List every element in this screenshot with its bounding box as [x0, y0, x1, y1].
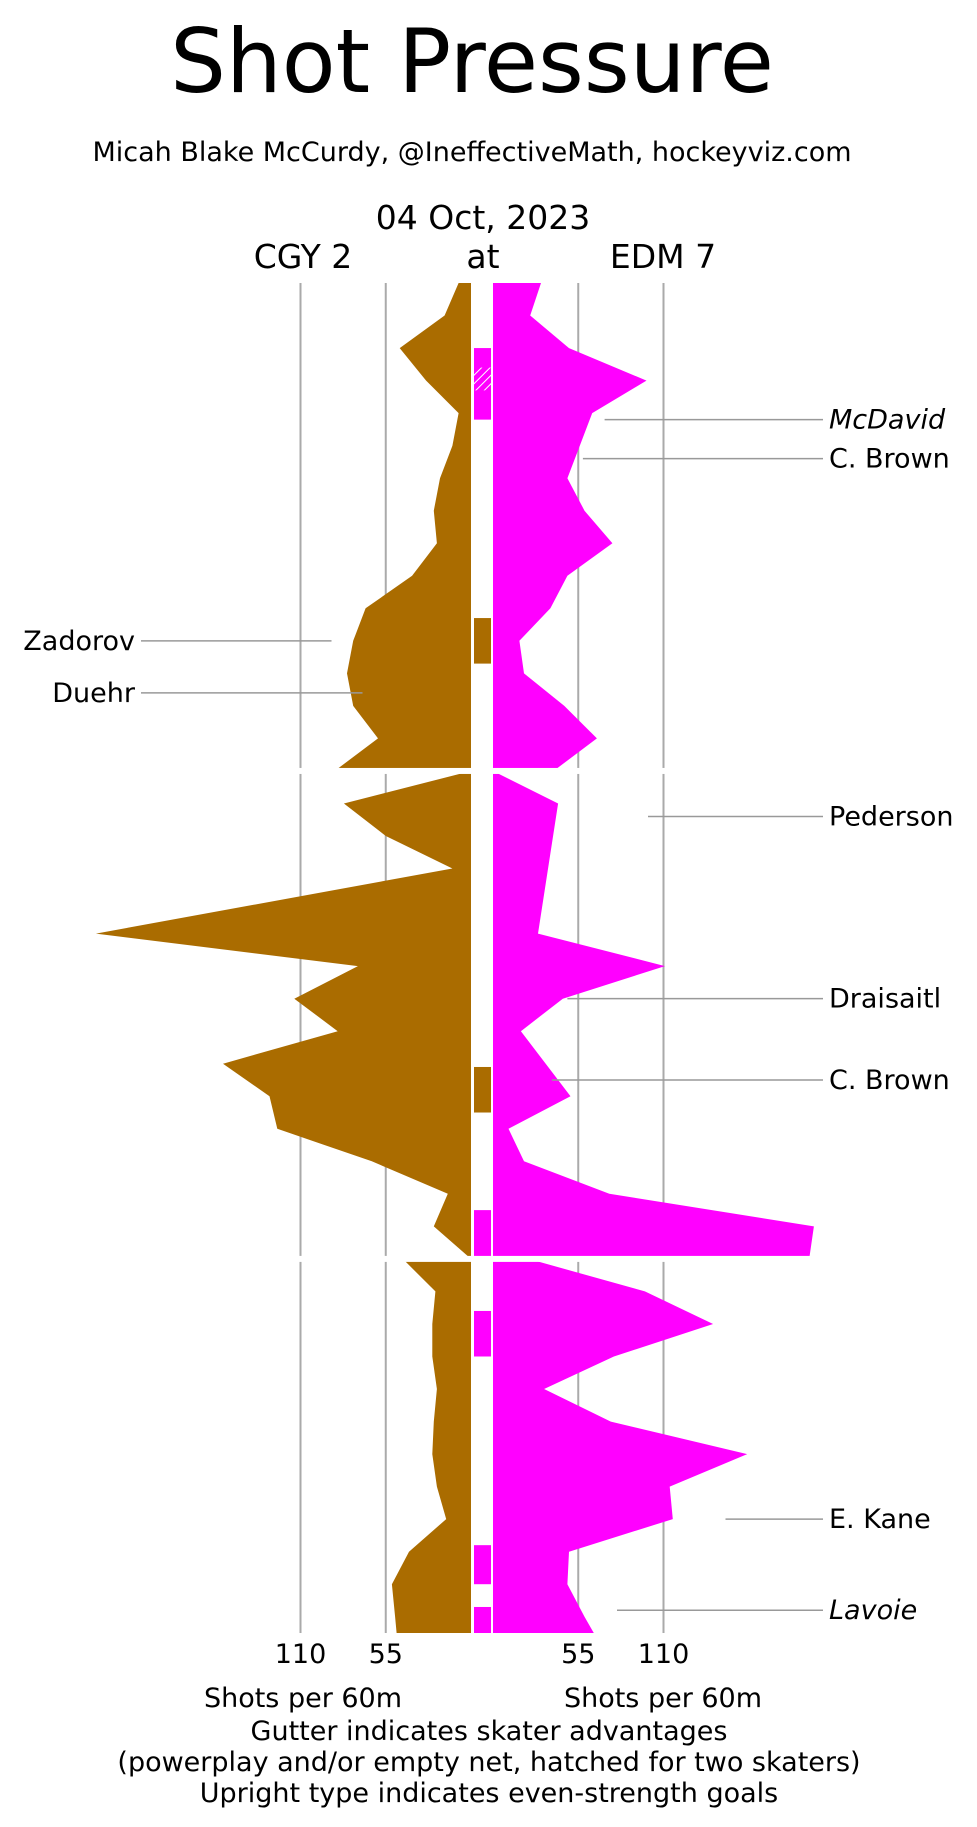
home-pressure-area-period-2	[493, 770, 814, 1259]
chart-subtitle: Micah Blake McCurdy, @IneffectiveMath, h…	[92, 137, 851, 168]
footnote-2: (powerplay and/or empty net, hatched for…	[117, 1747, 860, 1778]
away-pressure-area-period-3	[391, 1258, 471, 1633]
period-separators	[0, 767, 977, 1262]
gutter-band-away-2	[474, 618, 491, 664]
gutter-band-home-6	[474, 1545, 491, 1585]
goal-label-mcdavid-1: McDavid	[829, 405, 946, 436]
game-date: 04 Oct, 2023	[376, 198, 591, 237]
x-axis-label-away: Shots per 60m	[204, 1683, 402, 1714]
goal-label-c-brown-7: C. Brown	[829, 1065, 950, 1096]
footnote-3: Upright type indicates even-strength goa…	[200, 1778, 778, 1809]
axis-ticks: 110 110 55 55	[275, 1639, 690, 1670]
chart-title: Shot Pressure	[170, 10, 774, 113]
tick-label-home-110: 110	[638, 1639, 690, 1670]
x-axis-label-home: Shots per 60m	[564, 1683, 762, 1714]
goal-annotations: McDavid C. Brown Zadorov Duehr Pederson Drais…	[23, 405, 953, 1627]
period-separator-2	[0, 1255, 977, 1262]
pressure-areas	[95, 283, 814, 1633]
tick-label-away-110: 110	[275, 1639, 327, 1670]
gutter-hatch-home-1	[474, 367, 491, 391]
goal-label-zadorov-3: Zadorov	[23, 626, 135, 657]
gutter	[474, 348, 491, 1633]
goal-label-duehr-4: Duehr	[52, 678, 136, 709]
tick-label-away-55: 55	[369, 1639, 403, 1670]
away-pressure-area-period-2	[95, 770, 472, 1259]
goal-label-pederson-5: Pederson	[829, 801, 953, 832]
goal-label-draisaitl-6: Draisaitl	[829, 984, 941, 1015]
home-pressure-area-period-3	[493, 1258, 748, 1633]
gutter-band-home-4	[474, 1210, 491, 1259]
gutter-band-home-5	[474, 1310, 491, 1357]
away-pressure-area-period-1	[334, 283, 471, 771]
period-separator-1	[0, 767, 977, 774]
away-team-label: CGY 2	[254, 237, 353, 276]
footnote-1: Gutter indicates skater advantages	[251, 1716, 728, 1747]
tick-label-home-55: 55	[561, 1639, 595, 1670]
at-separator: at	[466, 237, 499, 276]
home-pressure-area-period-1	[493, 283, 647, 771]
goal-label-c-brown-2: C. Brown	[829, 444, 950, 475]
goal-label-e-kane-8: E. Kane	[829, 1504, 931, 1535]
home-team-label: EDM 7	[610, 237, 716, 276]
gutter-band-home-7	[474, 1606, 491, 1633]
goal-label-lavoie-9: Lavoie	[829, 1595, 917, 1626]
gutter-band-away-3	[474, 1066, 491, 1113]
